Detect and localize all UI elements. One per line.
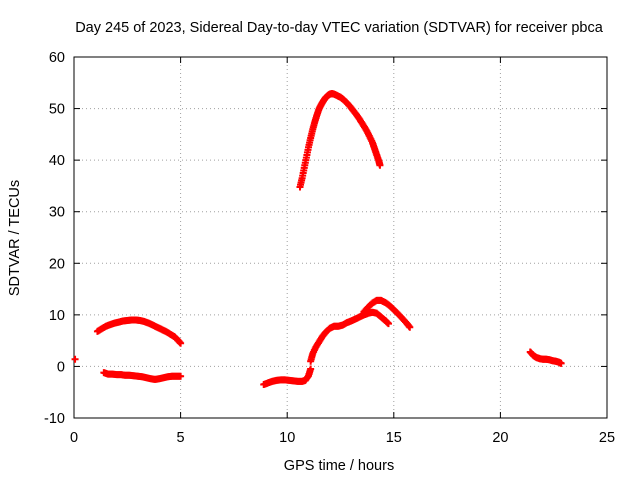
y-tick-label: 50 — [49, 102, 65, 118]
y-tick-label: 60 — [49, 50, 65, 66]
plot-frame — [73, 56, 608, 419]
series-late-arc — [526, 348, 565, 367]
y-tick-label: 0 — [57, 359, 65, 375]
x-axis-label: GPS time / hours — [284, 458, 394, 474]
y-tick-label: 20 — [49, 256, 65, 272]
x-tick-label: 25 — [599, 430, 615, 446]
grid-lines — [74, 57, 607, 418]
axis-ticks: 0 5 10 15 20 25 -10 0 10 20 30 40 50 60 — [44, 50, 615, 446]
y-tick-label: 40 — [49, 153, 65, 169]
chart-title: Day 245 of 2023, Sidereal Day-to-day VTE… — [75, 20, 604, 36]
series-early-point — [71, 355, 79, 363]
x-tick-label: 5 — [177, 430, 185, 446]
series-early-upper-arc — [93, 316, 185, 347]
x-tick-label: 0 — [70, 430, 78, 446]
data-point — [406, 323, 414, 331]
x-tick-label: 15 — [386, 430, 402, 446]
x-tick-label: 10 — [279, 430, 295, 446]
data-points — [71, 90, 565, 388]
series-early-lower-arc — [100, 369, 185, 383]
y-axis-label: SDTVAR / TECUs — [7, 180, 23, 296]
y-tick-label: -10 — [44, 411, 65, 427]
x-tick-label: 20 — [492, 430, 508, 446]
data-point — [177, 372, 185, 380]
series-midday-lower-arc — [260, 365, 315, 388]
data-point — [307, 365, 315, 373]
series-midday-peak-arc — [296, 90, 384, 191]
data-point — [71, 355, 79, 363]
y-tick-label: 10 — [49, 308, 65, 324]
series-midday-upper-tail — [360, 296, 414, 331]
data-point — [177, 339, 185, 347]
y-tick-label: 30 — [49, 205, 65, 221]
data-point — [557, 359, 565, 367]
data-point — [376, 161, 384, 169]
series-midday-rising-arc — [307, 308, 392, 365]
data-point — [384, 320, 392, 328]
